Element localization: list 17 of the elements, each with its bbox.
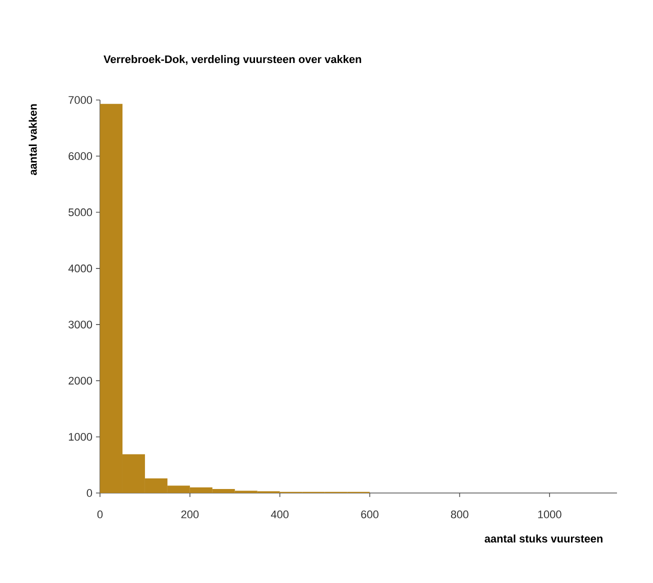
y-tick-label: 1000 [68,432,92,441]
y-tick-label: 2000 [68,376,92,385]
y-tick-label: 4000 [68,264,92,272]
y-tick-label: 3000 [68,320,92,328]
y-tick-label: 5000 [68,208,92,216]
x-axis-title: aantal stuks vuursteen [484,534,602,543]
x-tick-label: 1000 [538,510,562,518]
y-tick-label: 7000 [68,96,92,104]
y-axis-title: aantal vakken [28,104,37,176]
y-tick-label: 0 [86,489,92,497]
x-tick-label: 0 [97,510,103,518]
x-tick-label: 600 [361,510,378,518]
x-tick-label: 800 [450,510,468,518]
y-tick-label: 6000 [68,152,92,160]
chart-title: Verrebroek-Dok, verdeling vuursteen over vakken [104,55,362,66]
x-tick-label: 200 [181,510,199,518]
x-tick-label: 400 [270,510,289,518]
